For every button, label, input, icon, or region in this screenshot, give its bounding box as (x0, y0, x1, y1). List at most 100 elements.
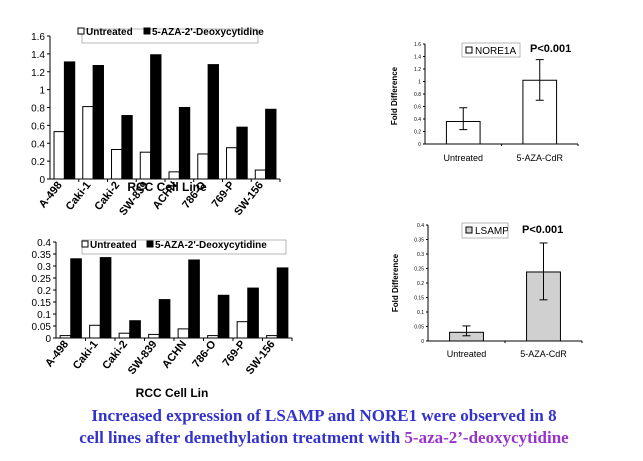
legend-label: Untreated (86, 27, 133, 38)
bar-untreated (118, 332, 131, 339)
legend-swatch (465, 226, 473, 234)
x-tick-label: Caki-2 (100, 338, 130, 371)
caption-line-2-text: cell lines after demethylation treatment… (79, 428, 405, 447)
bar-untreated (82, 106, 94, 180)
bar-untreated (111, 149, 123, 180)
p-value-annotation: P<0.001 (530, 43, 571, 55)
x-tick-label: SW-839 (126, 338, 160, 377)
bar-untreated (168, 171, 180, 180)
legend-label: Untreated (90, 240, 137, 251)
bar-treated (217, 294, 230, 339)
x-tick-label: Caki-1 (64, 179, 94, 212)
y-tick-label: 1 (39, 86, 45, 97)
y-tick-label: 0.4 (31, 139, 45, 150)
bar-untreated (266, 335, 278, 339)
y-tick-label: 0 (418, 142, 421, 148)
bar-untreated (89, 324, 101, 339)
caption-highlight: 5-aza-2’-deoxycytidine (404, 428, 569, 447)
y-tick-label: 0.3 (417, 252, 424, 258)
bar-treated (158, 299, 171, 339)
caption-line-1: Increased expression of LSAMP and NORE1 … (91, 406, 557, 425)
y-tick-label: 0.25 (32, 274, 52, 285)
bar-untreated (148, 333, 160, 339)
bar-untreated (236, 321, 249, 339)
nore1-legend-box (461, 42, 521, 58)
legend-label: 5-AZA-2'-Deoxycytidine (152, 27, 264, 38)
bar-treated (121, 115, 133, 180)
x-axis-title: RCC Cell Line (127, 180, 207, 194)
x-tick-label: SW-156 (244, 338, 278, 377)
bar-untreated (197, 153, 209, 180)
bar-treated (150, 54, 162, 180)
y-tick-label: 0.6 (31, 121, 45, 132)
legend-swatch (146, 240, 154, 248)
y-tick-label: 1.6 (31, 32, 45, 43)
figure-caption: Increased expression of LSAMP and NORE1 … (6, 405, 642, 449)
p-value-annotation: P<0.001 (522, 224, 563, 236)
bar-untreated (53, 131, 65, 180)
y-tick-label: 1.6 (414, 42, 421, 48)
x-tick-label: 786-O (190, 338, 219, 370)
bar-untreated (254, 169, 267, 180)
x-tick-label: 769-P (221, 338, 249, 369)
y-tick-label: 0.6 (414, 105, 421, 111)
x-tick-label: 769-P (210, 179, 238, 210)
bar-treated (207, 64, 219, 180)
bar-treated (70, 258, 82, 339)
bar-treated (92, 64, 104, 180)
y-tick-label: 0.25 (414, 267, 424, 273)
x-tick-label: ACHN (160, 338, 189, 370)
legend-swatch (77, 27, 85, 35)
y-tick-label: 0.1 (37, 310, 51, 321)
legend-swatch (143, 27, 151, 35)
y-tick-label: 1.2 (31, 68, 45, 79)
y-tick-label: 0.3 (37, 262, 51, 273)
y-tick-label: 0.35 (414, 238, 424, 244)
y-axis-title: Fold Difference (391, 253, 400, 312)
bar-untreated (207, 335, 219, 339)
legend-label: LSAMP (475, 226, 509, 237)
bar-treated (63, 61, 76, 180)
bar-untreated (139, 151, 152, 180)
y-tick-label: 0.8 (31, 104, 45, 115)
y-tick-label: 0.4 (37, 238, 51, 249)
legend-swatch (465, 46, 473, 54)
y-tick-label: 0.8 (414, 92, 421, 98)
y-tick-label: 0.05 (414, 325, 424, 331)
legend-box (81, 28, 259, 44)
x-tick-label: SW-156 (232, 179, 266, 218)
y-axis-title: Fold Difference (390, 66, 399, 125)
bar-treated (265, 108, 277, 180)
y-tick-label: 1.4 (31, 50, 45, 61)
x-tick-label: Caki-1 (71, 338, 101, 371)
y-tick-label: 0.4 (417, 223, 424, 229)
y-tick-label: 0.2 (414, 130, 421, 136)
x-tick-label: Untreated (447, 349, 487, 359)
bar-treated (276, 267, 289, 339)
y-tick-label: 0.4 (414, 117, 421, 123)
y-tick-label: 0.15 (32, 298, 52, 309)
y-tick-label: 0 (39, 175, 45, 186)
bar-treated (188, 259, 200, 339)
y-tick-label: 1.4 (414, 55, 421, 61)
y-tick-label: 0.2 (37, 286, 51, 297)
bar-untreated (59, 335, 72, 339)
legend-label: 5-AZA-2'-Deoxycytidine (155, 240, 267, 251)
bar-untreated (177, 328, 190, 339)
y-tick-label: 0 (45, 334, 51, 345)
bar-treated (247, 287, 259, 339)
y-tick-label: 0.05 (32, 322, 52, 333)
legend-swatch (81, 240, 89, 248)
bar-treated (236, 126, 248, 180)
x-tick-label: 5-AZA-CdR (520, 349, 567, 359)
bar-treated (129, 320, 141, 339)
caption-line-2: cell lines after demethylation treatment… (6, 427, 642, 449)
x-tick-label: Untreated (443, 153, 483, 163)
x-tick-label: 5-AZA-CdR (516, 153, 563, 163)
y-tick-label: 0 (421, 339, 424, 345)
y-tick-label: 0.35 (32, 250, 52, 261)
lsamp-legend-box (461, 222, 509, 239)
y-tick-label: 1 (418, 80, 421, 86)
y-tick-label: 0.15 (414, 296, 424, 302)
